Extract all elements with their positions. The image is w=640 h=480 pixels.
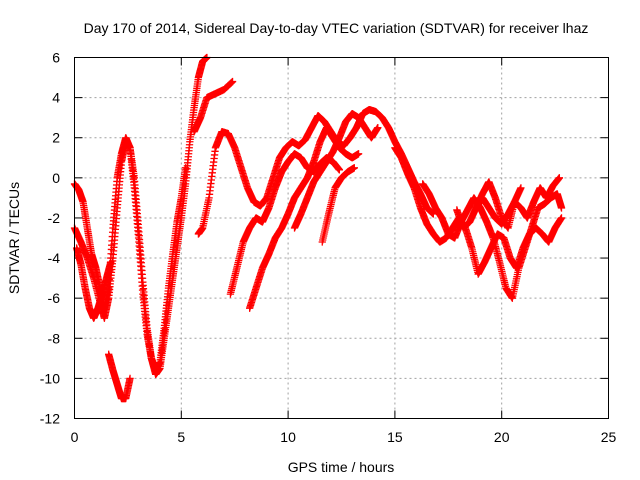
chart-title: Day 170 of 2014, Sidereal Day-to-day VTE… — [84, 20, 589, 36]
data-point — [555, 174, 564, 182]
y-tick-label: 6 — [52, 50, 60, 66]
data-point — [181, 164, 190, 172]
data-point — [557, 204, 566, 212]
data-point — [517, 184, 525, 192]
data-point — [107, 258, 115, 266]
data-point — [228, 77, 237, 86]
series-arc-e — [190, 77, 237, 136]
series-arc-j — [318, 164, 358, 246]
series-arc-b — [70, 134, 190, 375]
y-tick-label: -2 — [48, 210, 61, 226]
x-axis-label: GPS time / hours — [288, 459, 395, 475]
data-point — [429, 210, 437, 218]
data-point — [335, 166, 344, 174]
data-point — [354, 150, 363, 158]
series-arc-h — [246, 124, 363, 312]
y-tick-label: -6 — [48, 290, 61, 306]
x-tick-label: 20 — [494, 429, 510, 445]
data-point — [350, 164, 358, 172]
x-tick-label: 10 — [280, 429, 296, 445]
y-tick-label: -8 — [48, 330, 61, 346]
y-tick-label: 4 — [52, 90, 60, 106]
series-arc-d — [105, 350, 134, 403]
y-tick-label: -10 — [40, 370, 60, 386]
data-point — [557, 214, 566, 222]
series-arc-a — [70, 53, 211, 379]
series-arc-c — [72, 244, 115, 322]
y-tick-label: 0 — [52, 170, 60, 186]
series-arc-l — [419, 180, 566, 302]
y-axis-label: SDTVAR / TECUs — [6, 182, 22, 294]
y-tick-label: -12 — [40, 411, 60, 427]
plot-frame — [74, 57, 609, 419]
series-arc-m — [453, 174, 564, 232]
data-point — [374, 124, 382, 132]
y-tick-label: -4 — [48, 250, 61, 266]
series-arc-n — [472, 178, 525, 232]
y-tick-labels: -12 -10 -8 -6 -4 -2 0 2 4 6 — [40, 50, 60, 427]
data-point — [126, 374, 134, 383]
x-tick-label: 25 — [601, 429, 617, 445]
x-tick-label: 5 — [177, 429, 185, 445]
series-arc-g — [226, 150, 344, 298]
x-tick-label: 15 — [387, 429, 403, 445]
y-tick-label: 2 — [52, 130, 60, 146]
series-arc-i — [290, 110, 382, 232]
data-marks — [70, 53, 566, 403]
x-tick-labels: 0 5 10 15 20 25 — [71, 429, 617, 445]
x-tick-label: 0 — [71, 429, 79, 445]
